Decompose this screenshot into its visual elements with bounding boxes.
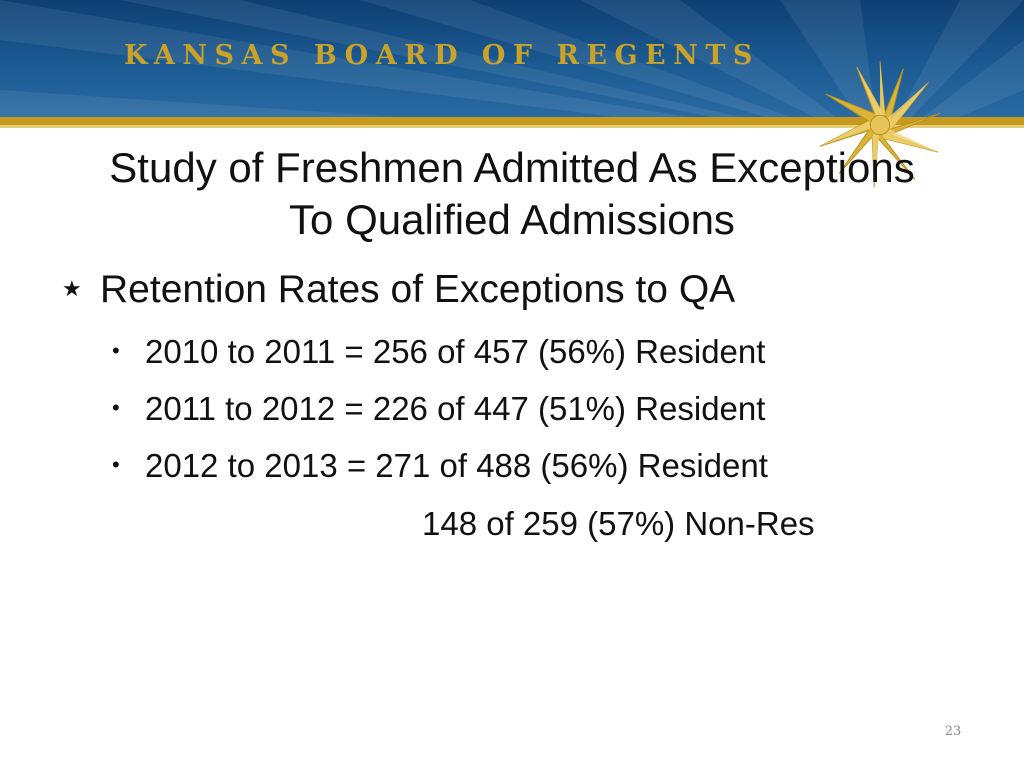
sub-bullet-item: • 2012 to 2013 = 271 of 488 (56%) Residen…	[112, 447, 768, 485]
main-bullet-text: Retention Rates of Exceptions to QA	[100, 268, 736, 311]
header-gold-rule	[0, 117, 1024, 125]
sub-bullet-text: 2012 to 2013 = 271 of 488 (56%) Resident	[145, 447, 768, 484]
header-banner: KANSAS BOARD OF REGENTS	[0, 0, 1024, 117]
non-resident-continuation: 148 of 259 (57%) Non-Res	[422, 505, 815, 542]
sub-bullet-text: 2011 to 2012 = 226 of 447 (51%) Resident	[145, 390, 766, 427]
slide-title: Study of Freshmen Admitted As Exceptions…	[60, 142, 964, 246]
bullet-dot-icon: •	[112, 395, 120, 420]
sub-bullet-item: • 2011 to 2012 = 226 of 447 (51%) Residen…	[112, 390, 765, 428]
bullet-dot-icon: •	[112, 452, 120, 477]
sub-bullet-item: • 2010 to 2011 = 256 of 457 (56%) Residen…	[112, 333, 765, 371]
bullet-dot-icon: •	[112, 338, 120, 363]
slide-title-line-1: Study of Freshmen Admitted As Exceptions	[109, 144, 915, 191]
gold-star-icon	[819, 60, 941, 188]
header-gold-rule-highlight	[0, 125, 1024, 128]
main-bullet: ★ Retention Rates of Exceptions to QA	[62, 268, 735, 312]
banner-rays-decoration	[0, 0, 1024, 117]
sub-bullet-text: 2010 to 2011 = 256 of 457 (56%) Resident	[145, 333, 766, 370]
organization-name: KANSAS BOARD OF REGENTS	[124, 40, 760, 71]
slide-title-line-2: To Qualified Admissions	[289, 196, 735, 243]
page-number: 23	[944, 724, 962, 739]
star-bullet-icon: ★	[62, 276, 82, 301]
